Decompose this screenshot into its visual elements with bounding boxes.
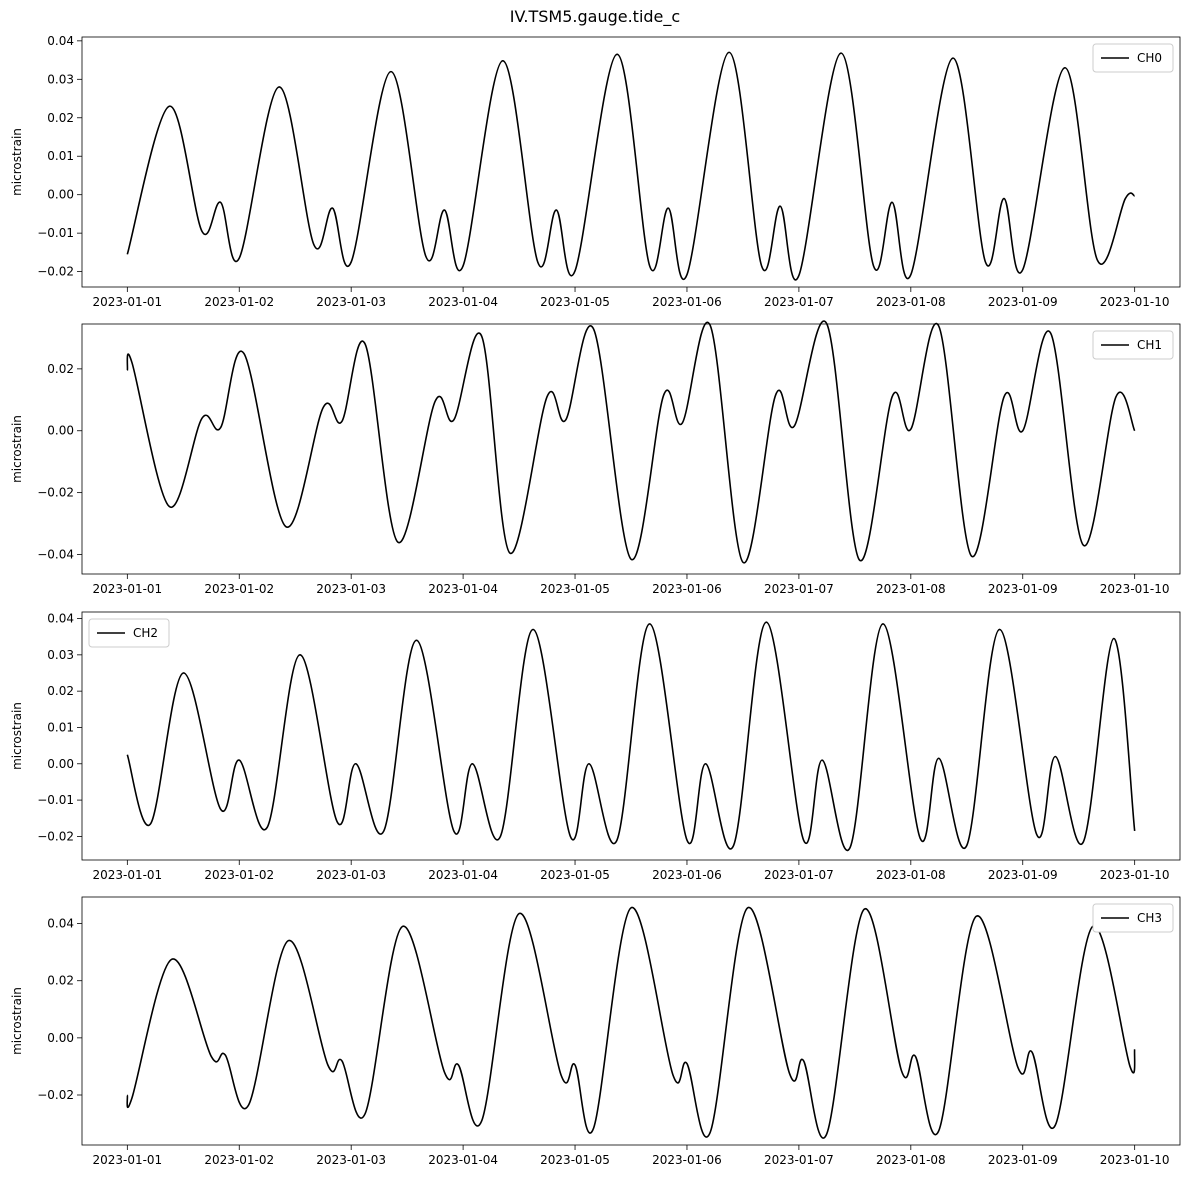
x-tick-label: 2023-01-06 (652, 295, 722, 309)
x-tick-label: 2023-01-04 (428, 582, 498, 596)
legend-label: CH2 (133, 626, 158, 640)
figure-title: IV.TSM5.gauge.tide_c (509, 7, 681, 26)
x-tick-label: 2023-01-07 (764, 582, 834, 596)
x-tick-label: 2023-01-02 (204, 582, 274, 596)
x-tick-label: 2023-01-10 (1100, 582, 1170, 596)
y-tick-label: 0.01 (47, 720, 74, 734)
y-tick-label: −0.02 (37, 265, 74, 279)
legend: CH3 (1092, 903, 1174, 933)
legend-box (88, 618, 170, 648)
x-tick-label: 2023-01-01 (92, 295, 162, 309)
y-tick-label: −0.02 (37, 486, 74, 500)
y-tick-label: 0.04 (47, 612, 74, 626)
x-tick-label: 2023-01-07 (764, 1153, 834, 1167)
x-tick-label: 2023-01-09 (988, 582, 1058, 596)
legend-label: CH1 (1137, 338, 1162, 352)
series-line-ch2 (126, 621, 1136, 852)
y-tick-label: 0.02 (47, 111, 74, 125)
x-tick-label: 2023-01-07 (764, 868, 834, 882)
y-tick-label: −0.04 (37, 548, 74, 562)
x-tick-label: 2023-01-01 (92, 1153, 162, 1167)
x-tick-label: 2023-01-07 (764, 295, 834, 309)
x-tick-label: 2023-01-10 (1100, 295, 1170, 309)
axes-frame (81, 36, 1181, 288)
y-tick-label: 0.01 (47, 149, 74, 163)
x-tick-label: 2023-01-08 (876, 1153, 946, 1167)
y-tick-label: −0.01 (37, 793, 74, 807)
x-tick-label: 2023-01-06 (652, 582, 722, 596)
x-tick-label: 2023-01-08 (876, 868, 946, 882)
x-tick-label: 2023-01-03 (316, 1153, 386, 1167)
axes-frame (81, 323, 1181, 575)
y-tick-label: −0.01 (37, 226, 74, 240)
x-tick-label: 2023-01-05 (540, 1153, 610, 1167)
y-tick-label: 0.00 (47, 424, 74, 438)
x-tick-label: 2023-01-06 (652, 1153, 722, 1167)
x-tick-label: 2023-01-10 (1100, 1153, 1170, 1167)
axes-frame (81, 611, 1181, 861)
x-tick-label: 2023-01-06 (652, 868, 722, 882)
legend-box (1092, 330, 1174, 360)
y-axis-label: microstrain (10, 128, 24, 196)
legend: CH2 (88, 618, 170, 648)
chart-panel-1: 2023-01-01 2023-01-02 2023-01-03 2023-01-04… (10, 320, 1181, 596)
y-tick-label: 0.00 (47, 1031, 74, 1045)
y-tick-label: 0.04 (47, 917, 74, 931)
axes-frame (81, 896, 1181, 1146)
legend-box (1092, 903, 1174, 933)
x-tick-label: 2023-01-02 (204, 295, 274, 309)
y-tick-label: 0.02 (47, 974, 74, 988)
x-tick-label: 2023-01-01 (92, 868, 162, 882)
legend-box (1092, 43, 1174, 73)
x-tick-label: 2023-01-10 (1100, 868, 1170, 882)
x-tick-label: 2023-01-08 (876, 582, 946, 596)
legend-label: CH0 (1137, 51, 1162, 65)
x-tick-label: 2023-01-09 (988, 1153, 1058, 1167)
legend-label: CH3 (1137, 911, 1162, 925)
x-tick-label: 2023-01-05 (540, 868, 610, 882)
x-tick-label: 2023-01-04 (428, 1153, 498, 1167)
x-tick-label: 2023-01-09 (988, 295, 1058, 309)
chart-panel-3: 2023-01-01 2023-01-02 2023-01-03 2023-01-04… (10, 896, 1181, 1167)
x-tick-label: 2023-01-05 (540, 582, 610, 596)
x-tick-label: 2023-01-04 (428, 295, 498, 309)
y-tick-label: 0.00 (47, 757, 74, 771)
y-tick-label: −0.02 (37, 829, 74, 843)
legend: CH1 (1092, 330, 1174, 360)
x-tick-label: 2023-01-02 (204, 1153, 274, 1167)
x-tick-label: 2023-01-03 (316, 582, 386, 596)
series-line-ch1 (126, 320, 1136, 564)
x-tick-label: 2023-01-04 (428, 868, 498, 882)
chart-panel-0: 2023-01-01 2023-01-02 2023-01-03 2023-01-04… (10, 34, 1181, 309)
series-line-ch3 (126, 907, 1136, 1139)
y-axis-label: microstrain (10, 702, 24, 770)
x-tick-label: 2023-01-05 (540, 295, 610, 309)
x-tick-label: 2023-01-03 (316, 295, 386, 309)
x-tick-label: 2023-01-02 (204, 868, 274, 882)
x-tick-label: 2023-01-01 (92, 582, 162, 596)
x-tick-label: 2023-01-08 (876, 295, 946, 309)
chart-panel-2: 2023-01-01 2023-01-02 2023-01-03 2023-01-04… (10, 611, 1181, 882)
y-tick-label: 0.02 (47, 362, 74, 376)
y-tick-label: 0.03 (47, 72, 74, 86)
y-tick-label: 0.00 (47, 188, 74, 202)
x-tick-label: 2023-01-09 (988, 868, 1058, 882)
y-tick-label: −0.02 (37, 1088, 74, 1102)
y-tick-label: 0.03 (47, 648, 74, 662)
y-tick-label: 0.04 (47, 34, 74, 48)
series-line-ch0 (126, 51, 1135, 281)
x-tick-label: 2023-01-03 (316, 868, 386, 882)
legend: CH0 (1092, 43, 1174, 73)
y-axis-label: microstrain (10, 987, 24, 1055)
y-tick-label: 0.02 (47, 684, 74, 698)
y-axis-label: microstrain (10, 415, 24, 483)
